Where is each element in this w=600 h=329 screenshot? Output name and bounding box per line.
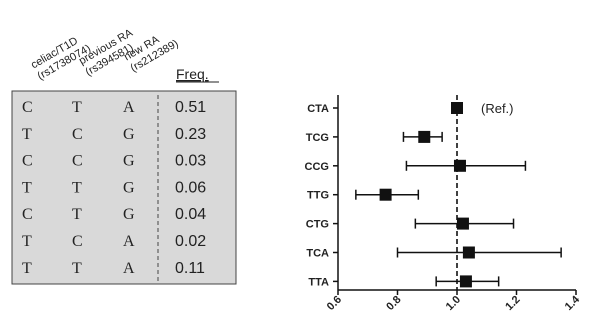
allele-cell: T bbox=[72, 206, 82, 223]
freq-cell: 0.03 bbox=[175, 153, 206, 170]
freq-cell: 0.11 bbox=[175, 260, 205, 277]
freq-cell: 0.04 bbox=[175, 206, 206, 223]
data-point-ttg bbox=[355, 188, 420, 201]
table-row: T T G 0.06 bbox=[22, 179, 206, 196]
x-tick-label: 1.2 bbox=[503, 294, 522, 313]
table-background bbox=[11, 90, 237, 285]
table-row: T C G 0.23 bbox=[22, 126, 206, 143]
allele-cell: C bbox=[72, 233, 83, 250]
estimate-marker bbox=[462, 246, 475, 259]
allele-cell: C bbox=[22, 153, 33, 170]
allele-cell: T bbox=[22, 233, 32, 250]
x-ticks: 0.6 0.8 1.0 1.2 1.4 bbox=[325, 290, 583, 313]
category-label: CCG bbox=[305, 161, 329, 173]
category-label: TTA bbox=[308, 276, 329, 288]
allele-cell: A bbox=[123, 260, 135, 277]
allele-cell: T bbox=[22, 126, 32, 143]
freq-cell: 0.23 bbox=[175, 126, 206, 143]
freq-cell: 0.51 bbox=[175, 99, 206, 116]
category-label: CTA bbox=[307, 103, 329, 115]
allele-cell: T bbox=[72, 179, 82, 196]
allele-cell: T bbox=[22, 260, 32, 277]
data-point-cta: (Ref.) bbox=[451, 101, 514, 116]
data-point-tca bbox=[396, 246, 562, 259]
category-label: TTG bbox=[307, 190, 329, 202]
allele-cell: G bbox=[123, 153, 135, 170]
allele-cell: G bbox=[123, 126, 135, 143]
category-label: CTG bbox=[306, 219, 329, 231]
allele-cell: A bbox=[123, 233, 135, 250]
allele-cell: T bbox=[22, 179, 32, 196]
table-row: C T A 0.51 bbox=[22, 99, 206, 116]
plot-marks: (Ref.) bbox=[355, 101, 562, 288]
x-tick-label: 0.8 bbox=[384, 294, 403, 313]
allele-cell: G bbox=[123, 179, 135, 196]
x-tick-label: 1.0 bbox=[444, 294, 463, 313]
category-label: TCG bbox=[306, 132, 329, 144]
table-row: T T A 0.11 bbox=[22, 260, 205, 277]
table-rows: C T A 0.51T C G 0.23C C G 0.03T T G 0.06C T G 0.04T C A 0.… bbox=[22, 99, 206, 277]
table-row: C T G 0.04 bbox=[22, 206, 206, 223]
haplotype-table: celiac/T1D (rs1738074) previous RA (rs39… bbox=[11, 27, 237, 285]
allele-cell: C bbox=[22, 206, 33, 223]
allele-cell: C bbox=[72, 153, 83, 170]
allele-cell: A bbox=[123, 99, 135, 116]
estimate-marker bbox=[453, 159, 466, 172]
freq-cell: 0.06 bbox=[175, 179, 206, 196]
allele-cell: T bbox=[72, 99, 82, 116]
data-point-tcg bbox=[402, 130, 443, 143]
estimate-marker bbox=[379, 188, 392, 201]
x-tick-label: 1.4 bbox=[563, 293, 583, 313]
table-row: C C G 0.03 bbox=[22, 153, 206, 170]
allele-cell: C bbox=[22, 99, 33, 116]
data-point-tta bbox=[435, 275, 500, 288]
data-point-ccg bbox=[405, 159, 527, 172]
estimate-marker bbox=[451, 102, 463, 114]
reference-annotation: (Ref.) bbox=[481, 101, 514, 116]
estimate-marker bbox=[456, 217, 469, 230]
estimate-marker bbox=[418, 130, 431, 143]
allele-cell: G bbox=[123, 206, 135, 223]
freq-cell: 0.02 bbox=[175, 233, 206, 250]
x-tick-label: 0.6 bbox=[325, 294, 344, 313]
forest-plot: CTA TCG CCG TTG CTG TCA TTA 0.6 0.8 1.0 1.2 1.4 (R… bbox=[305, 95, 583, 313]
data-point-ctg bbox=[414, 217, 515, 230]
estimate-marker bbox=[459, 275, 472, 288]
freq-header: Freq. bbox=[176, 66, 209, 82]
allele-cell: T bbox=[72, 260, 82, 277]
category-label: TCA bbox=[306, 248, 329, 260]
y-ticks: CTA TCG CCG TTG CTG TCA TTA bbox=[305, 103, 338, 288]
table-row: T C A 0.02 bbox=[22, 233, 206, 250]
allele-cell: C bbox=[72, 126, 83, 143]
